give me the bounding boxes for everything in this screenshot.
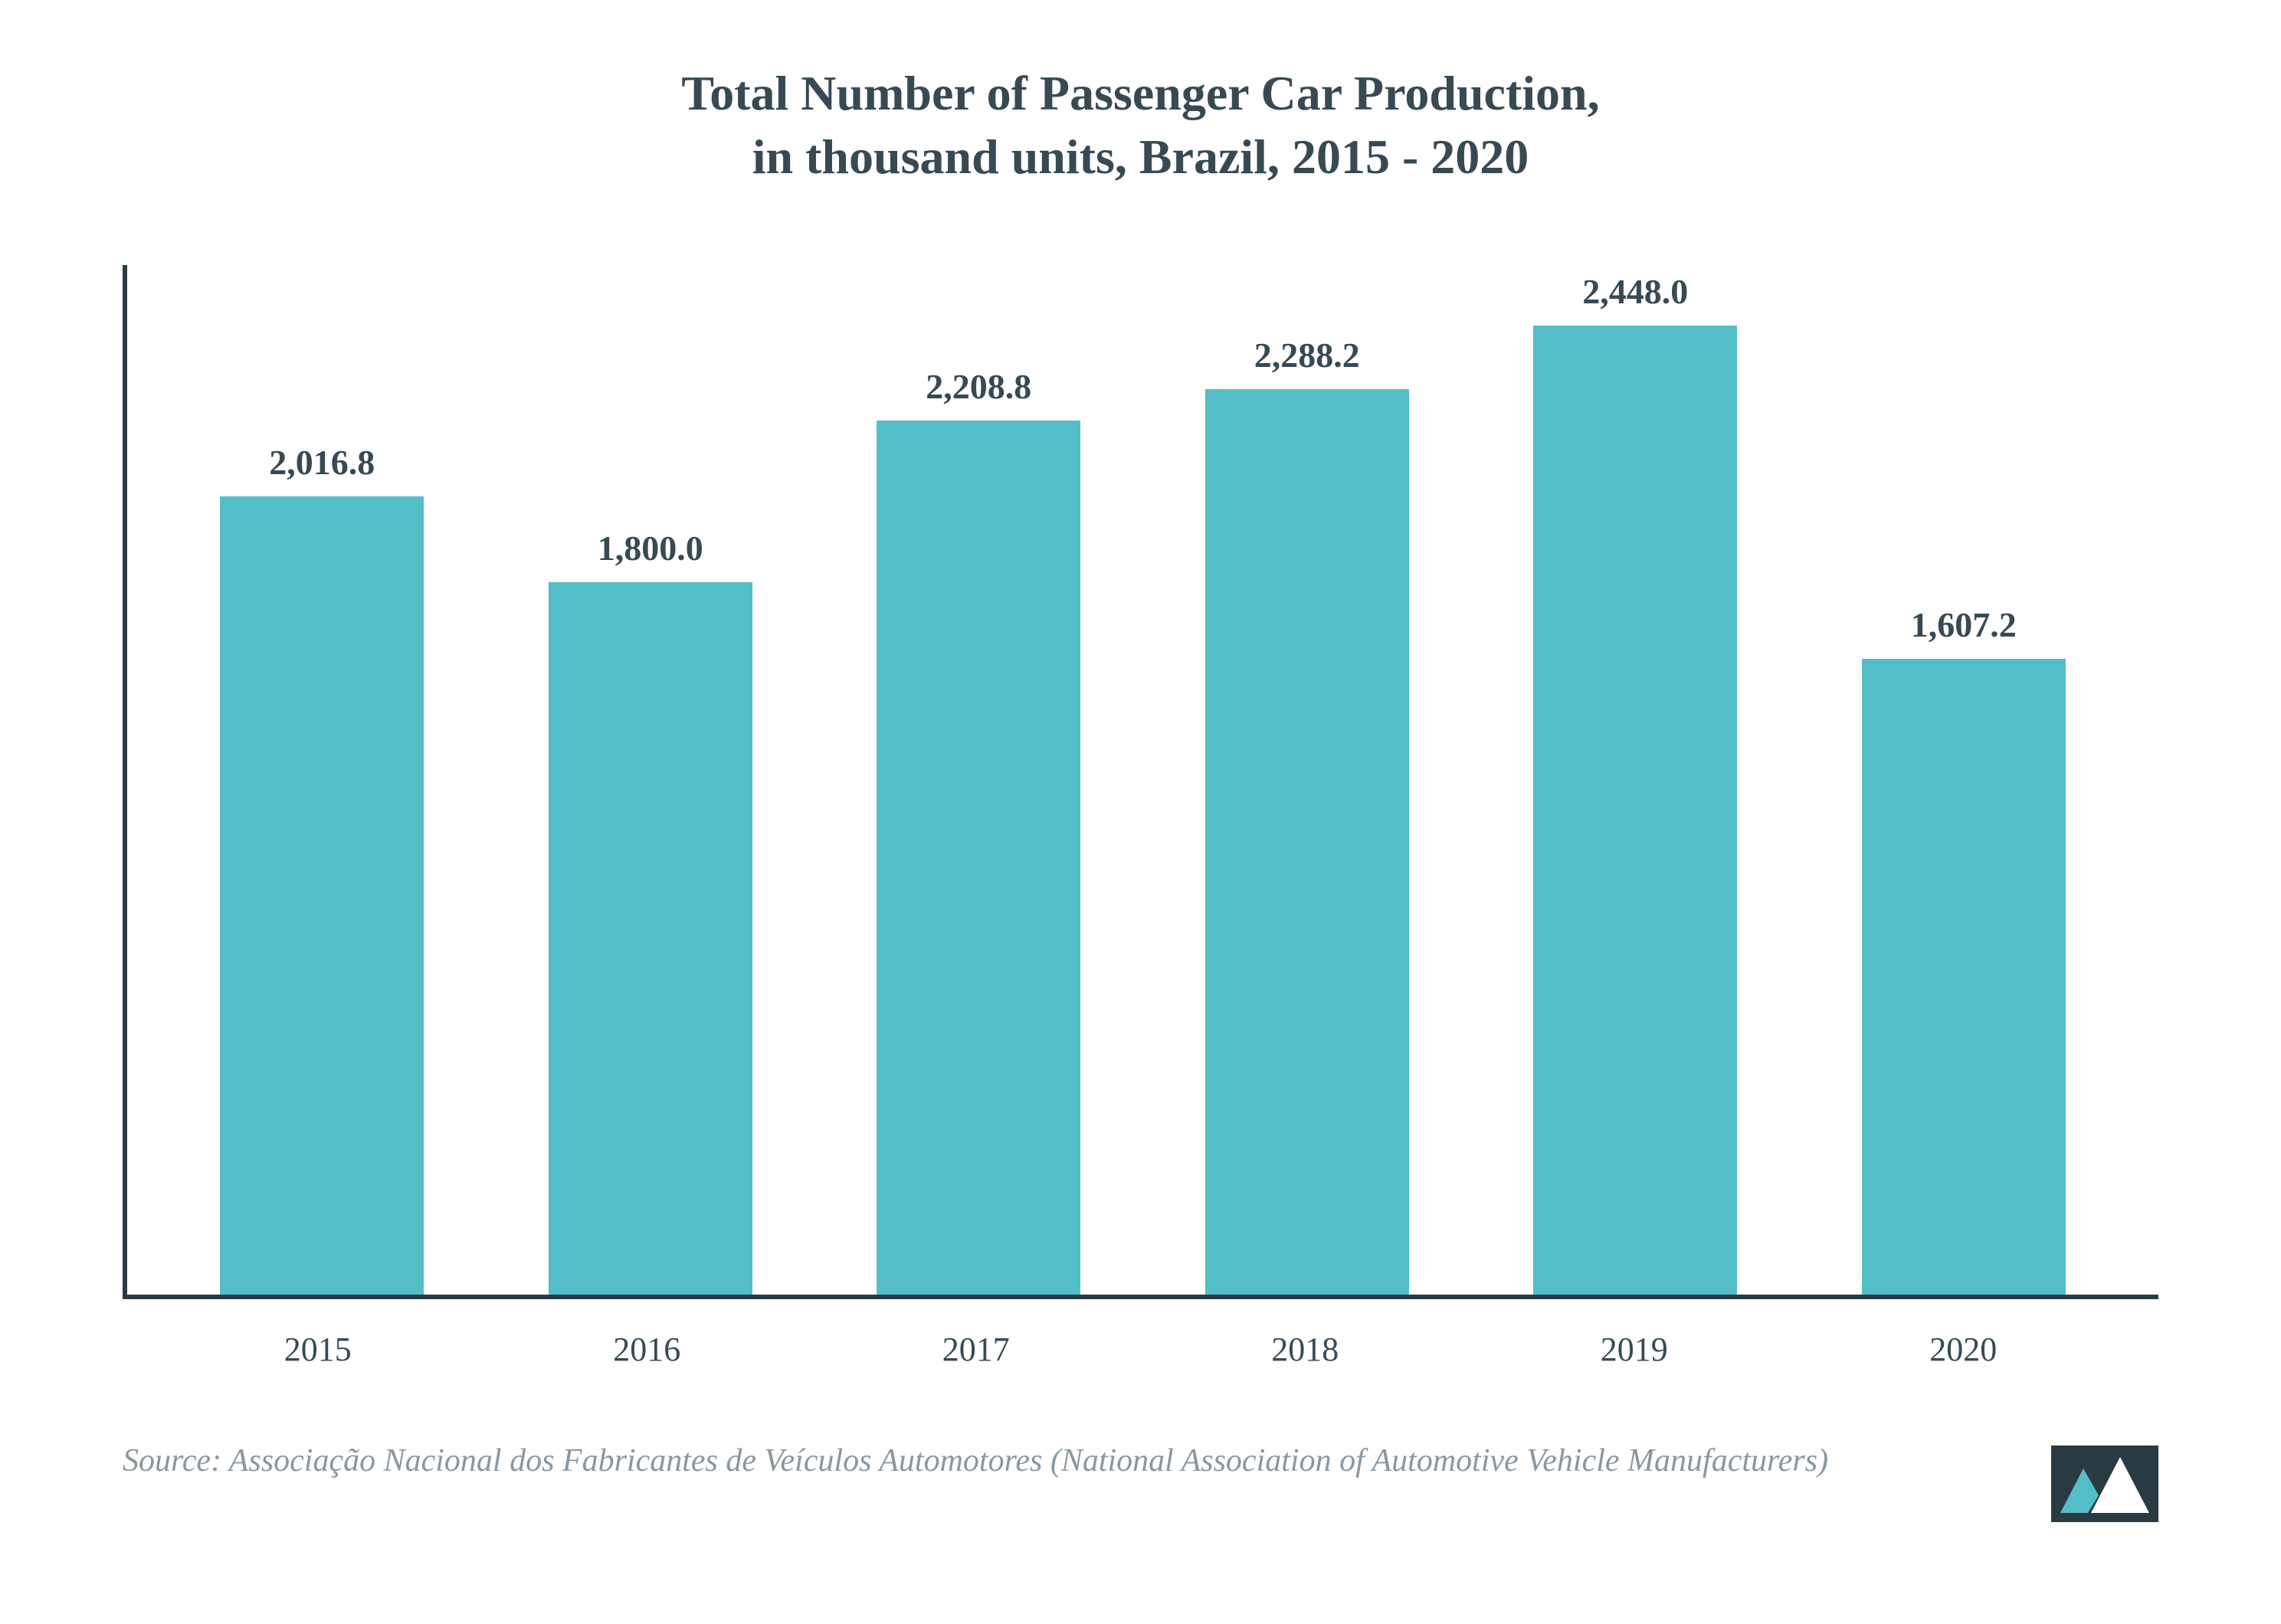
x-label: 2019 (1470, 1330, 1799, 1369)
bar-slot: 2,448.0 (1471, 265, 1800, 1295)
bar-2015 (220, 496, 424, 1295)
x-label: 2020 (1799, 1330, 2129, 1369)
brand-logo-icon (2051, 1446, 2158, 1522)
source-text: Source: Associação Nacional dos Fabrican… (123, 1438, 2005, 1485)
bar-value-label: 2,288.2 (1143, 335, 1472, 375)
bar-value-label: 1,607.2 (1800, 604, 2129, 645)
bar-value-label: 2,448.0 (1471, 271, 1800, 312)
plot-area: 2,016.8 1,800.0 2,208.8 2,288.2 2,448.0 … (123, 265, 2158, 1299)
chart-title-line2: in thousand units, Brazil, 2015 - 2020 (77, 125, 2204, 188)
bar-2017 (877, 421, 1080, 1295)
chart-container: Total Number of Passenger Car Production… (0, 0, 2281, 1624)
bar-2019 (1533, 326, 1737, 1295)
bar-value-label: 2,016.8 (158, 442, 487, 483)
source-row: Source: Associação Nacional dos Fabrican… (123, 1438, 2158, 1522)
x-axis-labels: 2015 2016 2017 2018 2019 2020 (123, 1299, 2158, 1369)
x-label: 2018 (1141, 1330, 1470, 1369)
bar-slot: 2,016.8 (158, 265, 487, 1295)
bar-2020 (1862, 659, 2066, 1295)
chart-title-line1: Total Number of Passenger Car Production… (77, 61, 2204, 125)
bar-slot: 1,607.2 (1800, 265, 2129, 1295)
bar-2016 (549, 582, 752, 1295)
bar-value-label: 2,208.8 (814, 366, 1143, 407)
bar-2018 (1205, 389, 1409, 1295)
bar-slot: 2,288.2 (1143, 265, 1472, 1295)
bar-slot: 2,208.8 (814, 265, 1143, 1295)
x-label: 2017 (811, 1330, 1141, 1369)
bar-slot: 1,800.0 (487, 265, 815, 1295)
bars-row: 2,016.8 1,800.0 2,208.8 2,288.2 2,448.0 … (127, 265, 2158, 1295)
x-label: 2016 (483, 1330, 812, 1369)
x-label: 2015 (153, 1330, 483, 1369)
bar-value-label: 1,800.0 (487, 528, 815, 568)
chart-title-block: Total Number of Passenger Car Production… (77, 61, 2204, 188)
